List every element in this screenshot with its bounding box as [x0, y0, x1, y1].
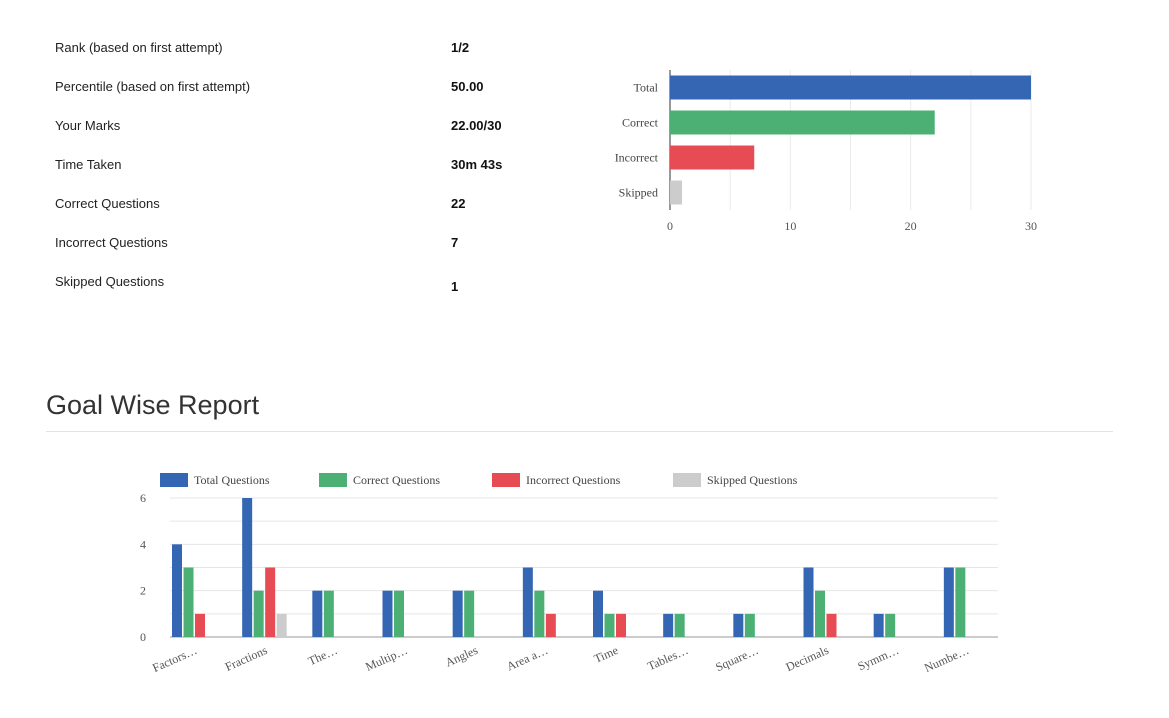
stat-row-incorrect: Incorrect Questions 7 [55, 225, 575, 264]
x-tick-label: 10 [784, 219, 796, 233]
x-category-label: Symm… [856, 643, 901, 673]
stat-row-time: Time Taken 30m 43s [55, 147, 575, 186]
category-label: Total [634, 81, 659, 95]
bar-correct-questions [183, 567, 194, 637]
bar-total-questions [803, 567, 814, 637]
category-label: Skipped [619, 186, 658, 200]
legend-swatch [319, 473, 347, 487]
bar-correct-questions [253, 590, 264, 637]
legend-swatch [673, 473, 701, 487]
bar-incorrect-questions [826, 613, 837, 637]
stat-label: Your Marks [55, 118, 121, 133]
x-category-label: Fractions [223, 643, 270, 674]
x-category-label: Time [592, 643, 620, 666]
x-category-label: Area a… [504, 643, 550, 674]
bar-total-questions [242, 498, 253, 637]
x-category-label: Angles [443, 643, 480, 670]
stat-value: 22.00/30 [451, 118, 502, 133]
x-tick-label: 0 [667, 219, 673, 233]
stat-row-rank: Rank (based on first attempt) 1/2 [55, 30, 575, 69]
legend-label: Total Questions [194, 473, 270, 487]
bar-total-questions [663, 613, 674, 637]
bar-correct-questions [885, 613, 896, 637]
summary-stats: Rank (based on first attempt) 1/2 Percen… [55, 30, 575, 303]
bar-total-questions [172, 544, 182, 637]
stat-label: Time Taken [55, 157, 122, 172]
stat-row-marks: Your Marks 22.00/30 [55, 108, 575, 147]
bar-total-questions [452, 590, 463, 637]
x-tick-label: 30 [1025, 219, 1037, 233]
y-tick-label: 6 [140, 491, 146, 505]
bar-incorrect-questions [616, 613, 626, 637]
bar-total-questions [733, 613, 744, 637]
bar-incorrect [670, 145, 755, 170]
bar-correct-questions [534, 590, 545, 637]
goal-wise-chart: Total Questions Correct Questions Incorrec… [140, 473, 998, 675]
stat-value: 1/2 [451, 40, 470, 55]
bar-total-questions [382, 590, 393, 637]
summary-bar-chart: 0 10 20 30 Total Correct Incorrect Skipped [615, 70, 1037, 233]
legend-swatch [160, 473, 188, 487]
bar-correct-questions [604, 613, 615, 637]
y-tick-label: 0 [140, 630, 146, 644]
bar-correct [670, 110, 935, 135]
bar-total-questions [943, 567, 954, 637]
bar-total-questions [522, 567, 533, 637]
stat-row-correct: Correct Questions 22 [55, 186, 575, 225]
bar-skipped [670, 180, 683, 205]
stat-value: 1 [451, 279, 459, 294]
x-tick-label: 20 [905, 219, 917, 233]
bar-correct-questions [323, 590, 334, 637]
x-category-label: Decimals [784, 643, 831, 674]
legend-label: Skipped Questions [707, 473, 798, 487]
stat-label: Correct Questions [55, 196, 160, 211]
stat-value: 7 [451, 235, 459, 250]
bar-incorrect-questions [545, 613, 556, 637]
x-category-label: Multip… [363, 643, 410, 674]
legend-label: Incorrect Questions [526, 473, 621, 487]
stat-row-skipped: Skipped Questions 1 [55, 264, 575, 303]
legend-label: Correct Questions [353, 473, 440, 487]
x-category-label: Tables… [645, 643, 690, 673]
stat-label: Rank (based on first attempt) [55, 40, 223, 55]
x-category-label: Square… [713, 643, 760, 674]
x-category-label: Factors… [150, 643, 199, 675]
stat-label: Incorrect Questions [55, 235, 168, 250]
x-category-label: The… [306, 643, 340, 668]
stat-value: 22 [451, 196, 466, 211]
x-category-label: Numbe… [922, 643, 971, 675]
bar-correct-questions [815, 590, 825, 637]
bar-total [670, 75, 1031, 100]
stat-row-percentile: Percentile (based on first attempt) 50.0… [55, 69, 575, 108]
bar-total-questions [312, 590, 323, 637]
stat-label: Skipped Questions [55, 274, 165, 289]
stat-label: Percentile (based on first attempt) [55, 79, 251, 94]
category-label: Correct [622, 116, 659, 130]
stat-value: 50.00 [451, 79, 484, 94]
category-label: Incorrect [615, 151, 659, 165]
bar-incorrect-questions [195, 613, 205, 637]
bar-skipped-questions [276, 613, 287, 637]
bar-total-questions [873, 613, 884, 637]
section-title: Goal Wise Report [46, 390, 260, 420]
bar-correct-questions [394, 590, 404, 637]
bar-correct-questions [744, 613, 755, 637]
y-tick-label: 2 [140, 584, 146, 598]
legend-swatch [492, 473, 520, 487]
bar-incorrect-questions [265, 567, 276, 637]
y-tick-label: 4 [140, 537, 146, 551]
section-divider [46, 431, 1113, 432]
stat-value: 30m 43s [451, 157, 503, 172]
bar-correct-questions [674, 613, 685, 637]
bar-total-questions [593, 590, 603, 637]
bar-correct-questions [955, 567, 966, 637]
bar-correct-questions [464, 590, 475, 637]
